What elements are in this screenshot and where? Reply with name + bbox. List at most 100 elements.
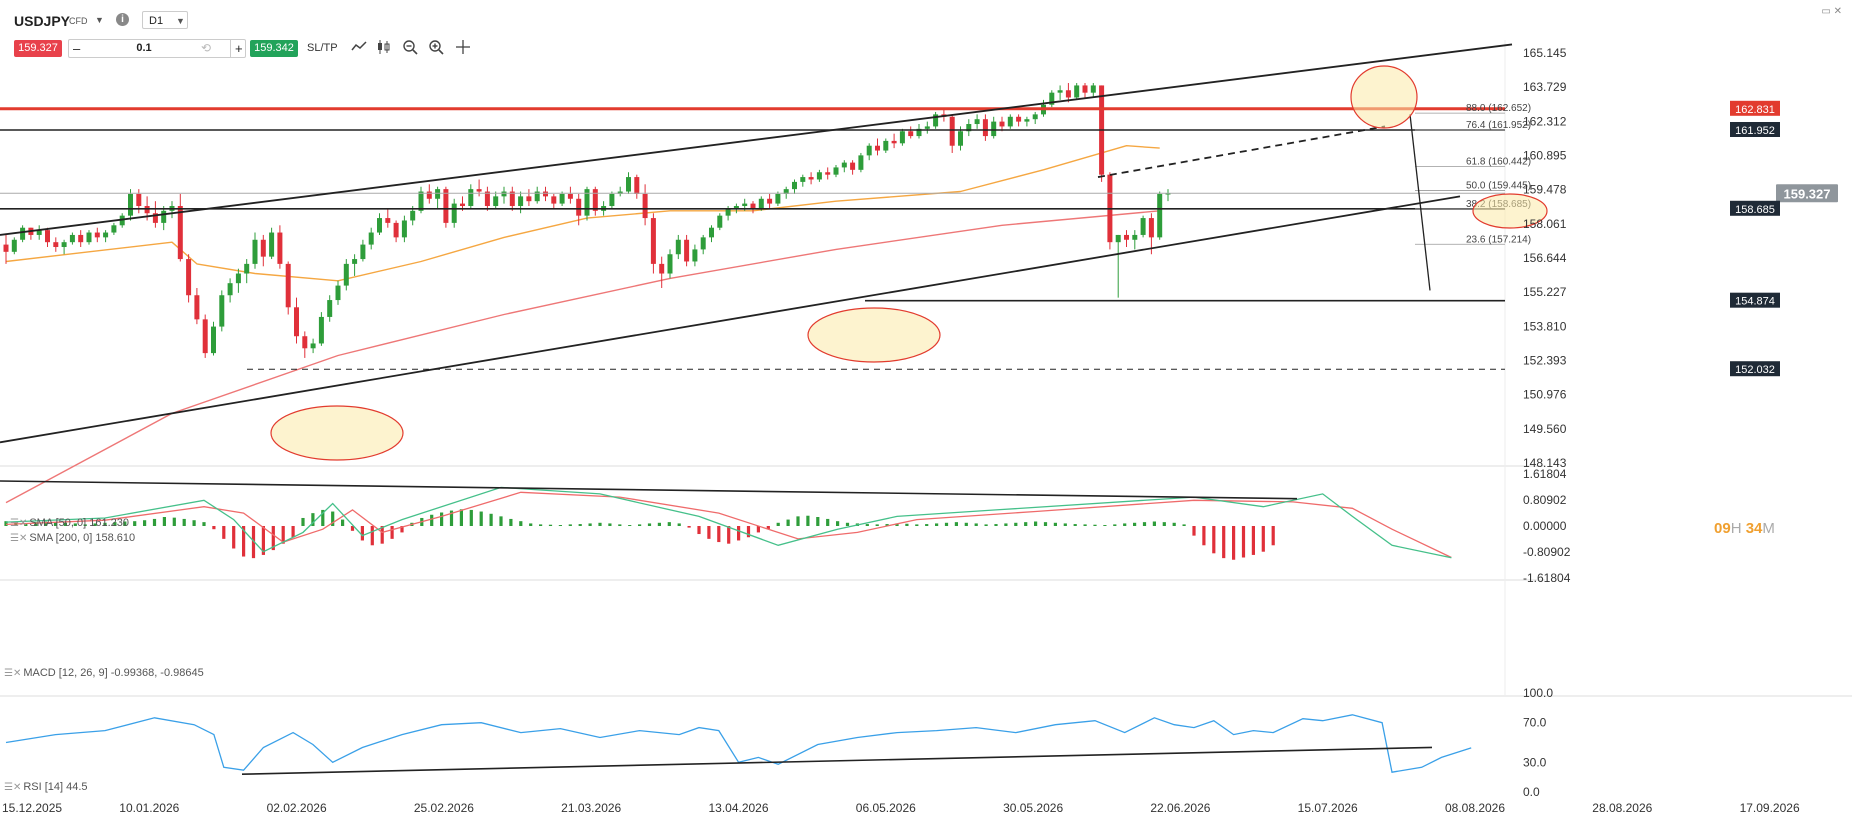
rsi-trend-line [241, 746, 1433, 775]
increase-button[interactable]: + [230, 40, 243, 57]
candle-body [659, 263, 665, 274]
buy-button[interactable]: 159.342 [250, 40, 298, 57]
x-tick-label: 28.08.2026 [1592, 801, 1652, 815]
candle-body [269, 232, 275, 257]
candle [1140, 215, 1146, 238]
candle-type-icon[interactable] [375, 38, 393, 56]
candle-body [725, 208, 731, 216]
symbol-name[interactable]: USDJPY [14, 13, 71, 29]
candle [327, 295, 333, 322]
candle [667, 249, 673, 279]
candle [576, 193, 582, 226]
macd-histogram-bar [628, 525, 632, 526]
candle [634, 174, 640, 199]
decrease-button[interactable]: – [73, 41, 81, 56]
candle-body [526, 196, 532, 202]
candle-body [327, 300, 333, 317]
window-controls[interactable]: ▭ ✕ [1821, 6, 1842, 17]
zoom-out-icon[interactable] [401, 38, 419, 56]
candle [476, 179, 482, 197]
macd-histogram-bar [341, 519, 345, 526]
macd-histogram-bar [232, 526, 236, 549]
macd-histogram-bar [766, 526, 770, 530]
candle-body [335, 285, 341, 301]
candle [53, 237, 59, 252]
symbol-dropdown-icon[interactable]: ▼ [95, 15, 104, 25]
candle [385, 208, 391, 228]
candle-body [136, 193, 142, 207]
settings-icon[interactable]: ☰✕ [10, 533, 28, 544]
candle-body [1024, 119, 1030, 122]
candle [1074, 83, 1080, 100]
macd-histogram-bar [776, 522, 780, 526]
x-tick-label: 08.08.2026 [1445, 801, 1505, 815]
candle-body [3, 244, 9, 252]
line-chart-icon[interactable] [350, 38, 368, 56]
candle-body [758, 198, 764, 209]
candle [509, 186, 515, 211]
crosshair-icon[interactable] [454, 38, 472, 56]
macd-histogram-bar [925, 524, 929, 526]
y-tick-label: 165.145 [1523, 46, 1567, 60]
candle-body [294, 307, 299, 337]
x-tick-label: 30.05.2026 [1003, 801, 1063, 815]
reset-icon[interactable]: ⟲ [201, 41, 212, 55]
candle [1148, 213, 1154, 255]
candle [244, 259, 250, 284]
candle [252, 232, 258, 269]
macd-histogram-bar [93, 523, 97, 526]
macd-histogram-bar [1232, 526, 1236, 560]
macd-histogram-bar [73, 523, 77, 526]
rsi-legend[interactable]: ☰✕ RSI [14] 44.5 [4, 781, 88, 793]
timeframe-select[interactable]: D1 ▼ [142, 11, 188, 29]
candle [543, 186, 548, 202]
candle-body [808, 177, 814, 180]
macd-histogram-bar [1251, 526, 1255, 555]
candle-body [559, 193, 565, 204]
price-tag [1730, 200, 1780, 216]
candle [377, 213, 382, 235]
instrument-type-badge: CFD [69, 16, 88, 26]
candle [401, 215, 407, 243]
candle-body [883, 140, 889, 151]
sell-button[interactable]: 159.327 [14, 40, 62, 57]
candle-body [410, 210, 416, 221]
candle-body [1032, 114, 1038, 120]
candle-body [700, 237, 706, 250]
candle [584, 186, 590, 221]
macd-histogram-bar [400, 526, 404, 533]
sltp-button[interactable]: SL/TP [307, 42, 338, 54]
candle-body [609, 193, 615, 207]
settings-icon[interactable]: ☰✕ [4, 668, 22, 679]
candle-body [393, 222, 399, 238]
macd-tick-label: -1.61804 [1523, 571, 1571, 585]
macd-histogram-bar [687, 526, 691, 528]
chevron-down-icon: ▼ [176, 16, 185, 26]
candle [1065, 83, 1071, 103]
quantity-stepper[interactable]: – 0.1 ⟲ + [68, 39, 246, 58]
sma200-legend[interactable]: ☰✕ SMA [200, 0] 158.610 [10, 532, 135, 544]
x-tick-label: 25.02.2026 [414, 801, 474, 815]
settings-icon[interactable]: ☰✕ [4, 782, 22, 793]
candle [435, 186, 441, 209]
timeframe-value: D1 [149, 15, 164, 27]
dashed-trend-line [1097, 125, 1386, 178]
candle [974, 114, 980, 129]
candle [534, 186, 540, 204]
info-icon[interactable]: i [116, 13, 129, 26]
settings-icon[interactable]: ☰✕ [10, 518, 28, 529]
candle-body [592, 189, 598, 211]
candle-body [949, 116, 955, 146]
macd-histogram-bar [1162, 522, 1166, 526]
macd-legend[interactable]: ☰✕ MACD [12, 26, 9] -0.99368, -0.98645 [4, 667, 204, 679]
macd-histogram-bar [380, 526, 384, 544]
candle-body [128, 193, 133, 216]
zoom-in-icon[interactable] [427, 38, 445, 56]
candle [559, 191, 565, 207]
candle-body [841, 162, 847, 168]
macd-histogram-bar [737, 526, 741, 541]
quantity-input[interactable]: 0.1 [136, 42, 152, 54]
sma50-legend[interactable]: ☰✕ SMA [50, 0] 161.230 [10, 517, 129, 529]
candle [518, 191, 524, 214]
